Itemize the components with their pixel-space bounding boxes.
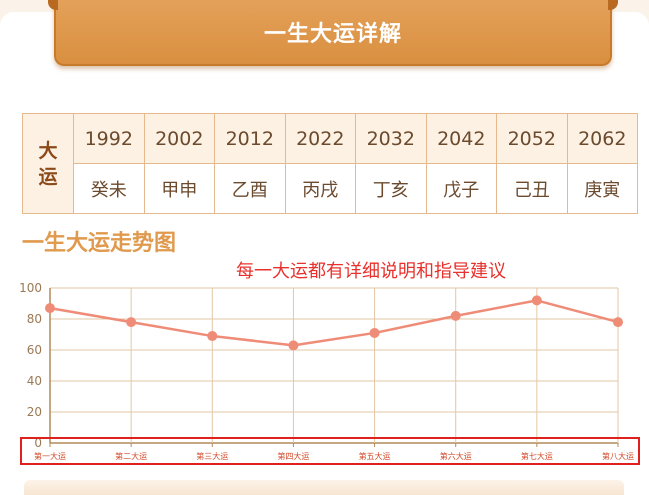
data-point (531, 295, 542, 306)
section-title: 一生大运走势图 (22, 231, 177, 256)
year-cell: 2052 (496, 113, 568, 164)
dayun-head-cell: 大运 (22, 113, 74, 214)
x-category-label: 第五大运 (359, 451, 391, 461)
x-category-label: 第六大运 (440, 451, 472, 461)
data-point (369, 327, 380, 338)
pillars-row: 癸未 甲申 乙酉 丙戌 丁亥 戊子 己丑 庚寅 (23, 163, 638, 214)
data-point (45, 303, 55, 314)
y-tick-label: 80 (27, 312, 42, 326)
year-cell: 2062 (566, 113, 638, 164)
y-tick-label: 60 (27, 343, 42, 357)
x-category-label: 第七大运 (521, 451, 553, 461)
x-category-label: 第一大运 (34, 451, 66, 461)
data-point (613, 317, 623, 328)
year-cell: 1992 (73, 113, 145, 164)
pillar-cell: 戊子 (425, 163, 497, 214)
pillar-cell: 癸未 (73, 163, 145, 214)
next-section-strip (24, 480, 624, 495)
page-title: 一生大运详解 (263, 22, 402, 47)
year-cell: 2002 (143, 113, 215, 164)
data-point (288, 340, 299, 351)
data-point (207, 331, 218, 342)
annotation-note: 每一大运都有详细说明和指导建议 (236, 261, 506, 282)
x-category-label: 第三大运 (196, 451, 228, 461)
pillar-cell: 乙酉 (214, 163, 286, 214)
y-tick-label: 40 (27, 374, 42, 388)
y-tick-label: 100 (19, 281, 42, 295)
x-category-label: 第四大运 (277, 451, 309, 461)
pillar-cell: 庚寅 (566, 163, 638, 214)
pillar-cell: 丁亥 (355, 163, 427, 214)
series-line (49, 299, 619, 347)
content-card (0, 12, 649, 495)
highlight-box (20, 437, 640, 465)
pillar-cell: 己丑 (496, 163, 568, 214)
dayun-table: 大运 1992 2002 2012 2022 2032 2042 2052 20… (22, 113, 638, 214)
y-tick-label: 0 (34, 436, 42, 450)
year-cell: 2012 (214, 113, 286, 164)
y-tick-label: 20 (27, 405, 42, 419)
year-cell: 2032 (355, 113, 427, 164)
title-banner: 一生大运详解 (48, 0, 618, 66)
year-cell: 2022 (284, 113, 356, 164)
data-point (126, 317, 137, 328)
pillar-cell: 甲申 (143, 163, 215, 214)
dayun-head-label: 大运 (38, 139, 58, 188)
x-category-label: 第二大运 (115, 451, 147, 461)
years-row: 大运 1992 2002 2012 2022 2032 2042 2052 20… (22, 113, 638, 214)
pillar-cell: 丙戌 (284, 163, 356, 214)
data-point (450, 310, 461, 321)
x-category-label: 第八大运 (602, 451, 634, 461)
